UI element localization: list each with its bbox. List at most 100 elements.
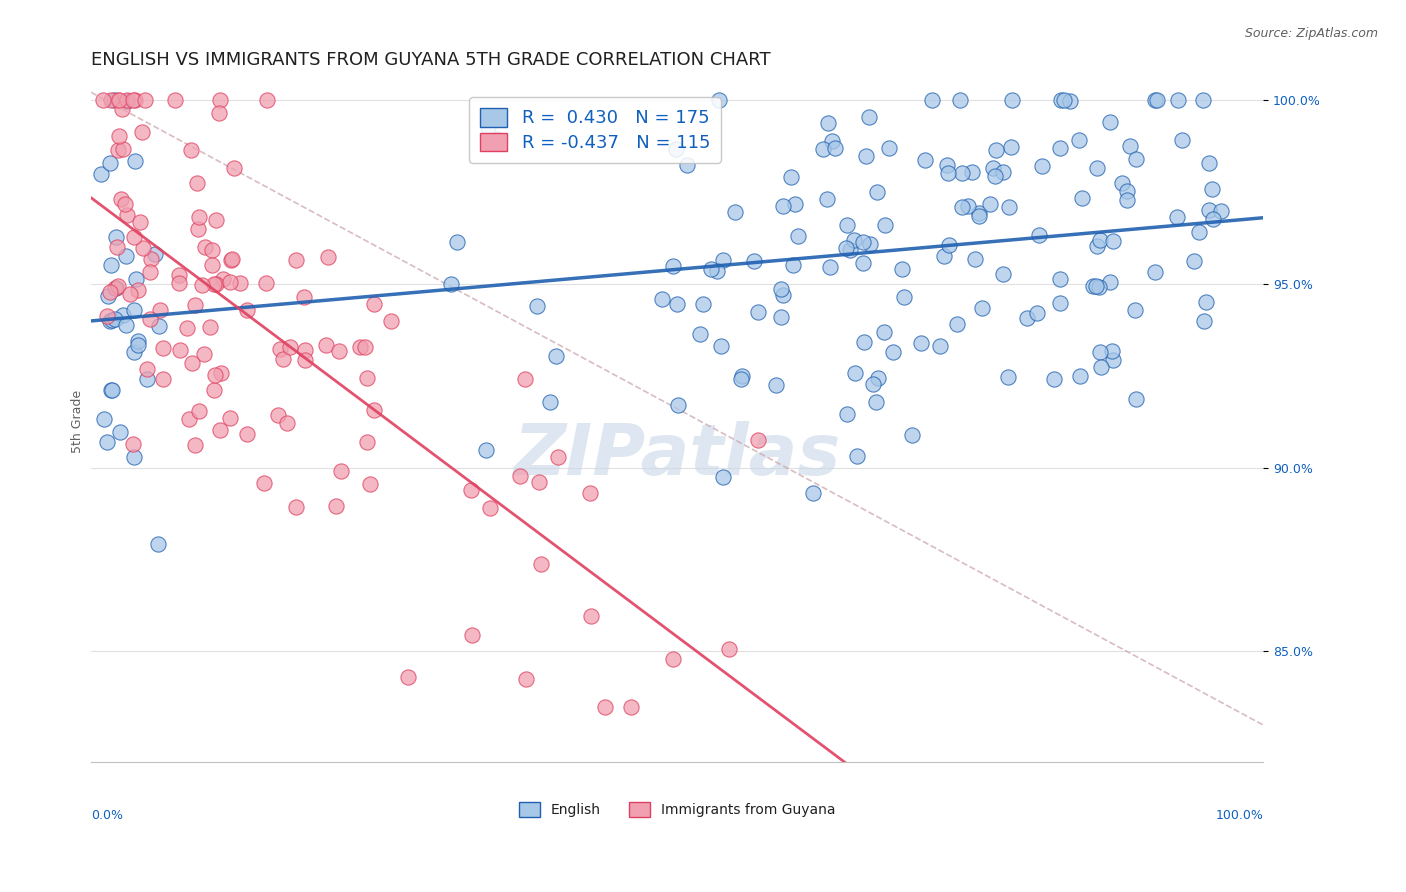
Immigrants from Guyana: [460, 483, 482, 498]
English: [969, 205, 991, 219]
English: [946, 317, 969, 331]
Immigrants from Guyana: [111, 103, 134, 117]
English: [1000, 139, 1022, 153]
Immigrants from Guyana: [620, 699, 643, 714]
Immigrants from Guyana: [201, 258, 224, 272]
English: [866, 371, 889, 385]
Immigrants from Guyana: [202, 383, 225, 397]
English: [1085, 239, 1108, 253]
English: [485, 132, 508, 146]
English: [1099, 114, 1122, 128]
Immigrants from Guyana: [127, 283, 149, 297]
Immigrants from Guyana: [122, 230, 145, 244]
Immigrants from Guyana: [354, 341, 377, 355]
Immigrants from Guyana: [325, 499, 347, 513]
English: [724, 205, 747, 219]
English: [446, 235, 468, 249]
Immigrants from Guyana: [181, 356, 204, 370]
English: [122, 450, 145, 464]
English: [844, 366, 866, 380]
English: [1069, 133, 1091, 147]
English: [651, 292, 673, 306]
English: [1201, 182, 1223, 196]
Immigrants from Guyana: [115, 93, 138, 107]
Legend: English, Immigrants from Guyana: English, Immigrants from Guyana: [513, 797, 841, 822]
English: [866, 185, 889, 199]
English: [891, 262, 914, 277]
Immigrants from Guyana: [204, 368, 226, 383]
Immigrants from Guyana: [208, 105, 231, 120]
Immigrants from Guyana: [188, 210, 211, 224]
Immigrants from Guyana: [167, 276, 190, 290]
Immigrants from Guyana: [363, 403, 385, 417]
Immigrants from Guyana: [136, 362, 159, 376]
English: [1195, 295, 1218, 310]
English: [1088, 344, 1111, 359]
Immigrants from Guyana: [187, 404, 209, 418]
English: [1015, 311, 1038, 326]
Immigrants from Guyana: [194, 240, 217, 254]
Immigrants from Guyana: [276, 416, 298, 430]
Text: ZIPatlas: ZIPatlas: [513, 421, 841, 490]
English: [852, 256, 875, 270]
Immigrants from Guyana: [218, 275, 240, 289]
Immigrants from Guyana: [256, 93, 278, 107]
English: [950, 165, 973, 179]
Immigrants from Guyana: [209, 366, 232, 380]
English: [1049, 93, 1071, 107]
English: [665, 142, 688, 156]
Immigrants from Guyana: [193, 347, 215, 361]
English: [1085, 161, 1108, 175]
Immigrants from Guyana: [547, 450, 569, 464]
Immigrants from Guyana: [252, 475, 274, 490]
Immigrants from Guyana: [177, 412, 200, 426]
Text: 100.0%: 100.0%: [1215, 809, 1263, 822]
English: [122, 303, 145, 318]
English: [1059, 94, 1081, 108]
English: [1167, 93, 1189, 107]
Immigrants from Guyana: [513, 372, 536, 386]
English: [103, 93, 125, 107]
English: [1198, 156, 1220, 170]
Immigrants from Guyana: [152, 372, 174, 386]
Immigrants from Guyana: [380, 314, 402, 328]
English: [544, 349, 567, 363]
English: [1192, 314, 1215, 328]
Immigrants from Guyana: [124, 93, 146, 107]
Immigrants from Guyana: [509, 468, 531, 483]
English: [950, 200, 973, 214]
Immigrants from Guyana: [110, 192, 132, 206]
English: [105, 230, 128, 244]
English: [104, 280, 127, 294]
Immigrants from Guyana: [111, 142, 134, 156]
English: [928, 339, 950, 353]
Immigrants from Guyana: [122, 93, 145, 107]
English: [117, 94, 139, 108]
Immigrants from Guyana: [107, 278, 129, 293]
Immigrants from Guyana: [356, 371, 378, 385]
English: [1081, 279, 1104, 293]
English: [1028, 227, 1050, 242]
English: [692, 297, 714, 311]
Immigrants from Guyana: [515, 673, 537, 687]
Immigrants from Guyana: [201, 243, 224, 257]
English: [852, 334, 875, 349]
Immigrants from Guyana: [356, 434, 378, 449]
English: [709, 93, 731, 107]
English: [666, 399, 689, 413]
Immigrants from Guyana: [396, 670, 419, 684]
Immigrants from Guyana: [294, 353, 316, 368]
English: [1049, 141, 1071, 155]
English: [900, 428, 922, 442]
Immigrants from Guyana: [316, 250, 339, 264]
English: [1098, 275, 1121, 289]
Immigrants from Guyana: [229, 276, 252, 290]
English: [1069, 368, 1091, 383]
English: [970, 301, 993, 316]
English: [949, 93, 972, 107]
Immigrants from Guyana: [186, 176, 208, 190]
Immigrants from Guyana: [115, 208, 138, 222]
English: [440, 277, 463, 292]
English: [921, 93, 943, 107]
English: [112, 308, 135, 322]
